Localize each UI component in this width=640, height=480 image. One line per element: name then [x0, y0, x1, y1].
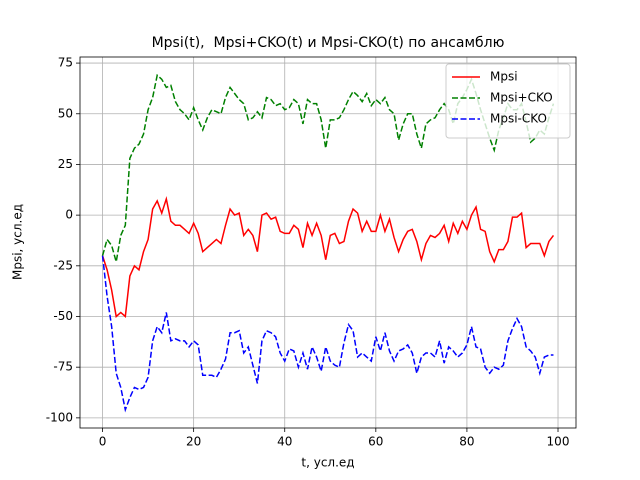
legend-label: Mpsi [490, 70, 518, 84]
y-tick-label: 0 [65, 208, 73, 222]
chart-title: Mpsi(t), Mpsi+CKO(t) и Mpsi-CKO(t) по ан… [152, 35, 505, 51]
legend-label: Mpsi-CKO [490, 112, 547, 126]
line-series [101, 255, 554, 413]
axes-frame [79, 56, 577, 429]
x-axis-label: t, усл.ед [301, 456, 354, 470]
y-tick-label: -25 [53, 258, 73, 272]
y-tick-label: 25 [58, 157, 73, 171]
x-tick-label: 0 [99, 435, 107, 449]
y-tick-label: -50 [53, 309, 73, 323]
y-tick-label: 75 [58, 56, 73, 70]
line-series [101, 195, 555, 319]
legend-label: Mpsi+CKO [490, 91, 553, 105]
x-tick-label: 20 [186, 435, 201, 449]
x-tick-label: 100 [547, 435, 570, 449]
y-tick-label: 50 [58, 106, 73, 120]
x-tick-label: 60 [368, 435, 383, 449]
y-tick-label: -75 [53, 360, 73, 374]
legend-box [445, 63, 571, 139]
y-tick-label: -100 [46, 410, 73, 424]
y-axis-label: Mpsi, усл.ед [11, 204, 25, 280]
x-tick-label: 80 [459, 435, 474, 449]
x-tick-label: 40 [277, 435, 292, 449]
